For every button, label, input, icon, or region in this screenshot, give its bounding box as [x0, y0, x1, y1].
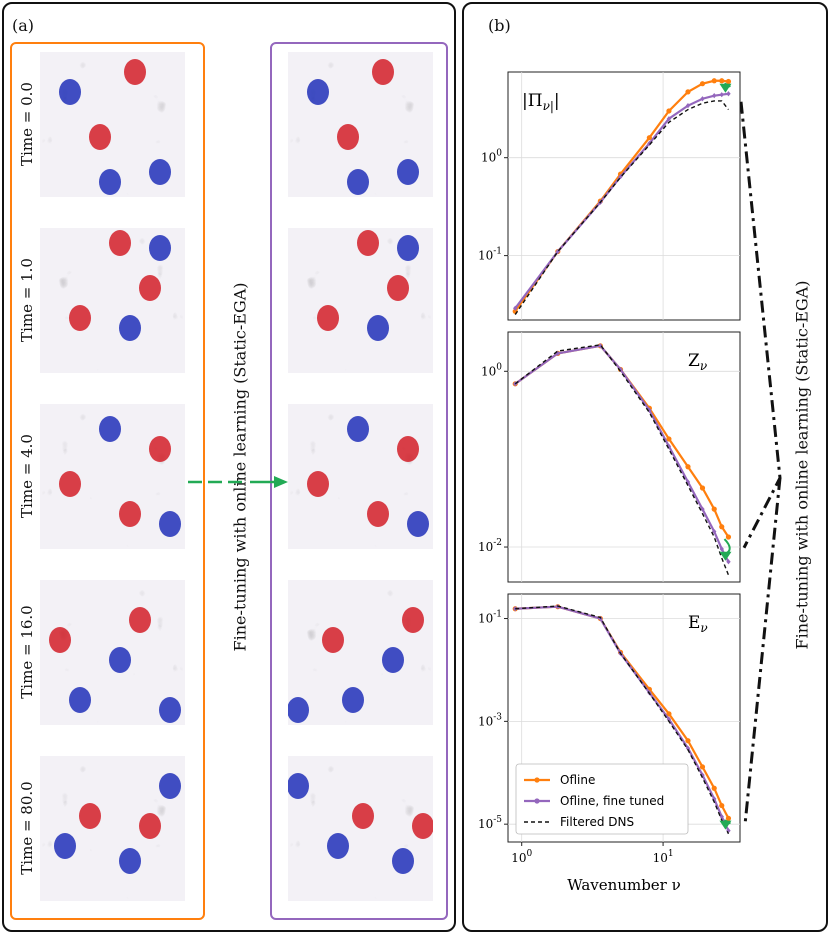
y-tick-label: 10-1 [478, 610, 502, 626]
legend-label: Filtered DNS [560, 815, 634, 829]
legend-marker [534, 798, 539, 803]
data-point [726, 816, 731, 821]
x-axis-label: Wavenumber ν [567, 876, 681, 894]
spectra-charts: 10-1100|Πν||10-2100 Zν10-510-310-1 Eν100 10… [0, 0, 830, 936]
data-point [712, 786, 717, 791]
x-tick-label: 101 [653, 849, 674, 865]
connector-line [741, 102, 780, 548]
chart-1: 10-1 100 |Πν|| [478, 72, 740, 320]
legend-label: Ofline, fine tuned [560, 794, 664, 808]
data-point [712, 78, 717, 83]
x-tick-label: 100 [511, 849, 532, 865]
data-point [700, 764, 705, 769]
legend-marker [534, 777, 539, 782]
y-tick-label: 10-1 [478, 247, 502, 263]
data-point [685, 738, 690, 743]
chart-title: |Πν|| [522, 91, 560, 113]
data-point [685, 89, 690, 94]
y-tick-label: 10-2 [478, 538, 502, 554]
connector-line [745, 478, 780, 825]
data-point [712, 507, 717, 512]
data-point [719, 78, 724, 83]
legend-label: Ofline [560, 773, 595, 787]
data-point [726, 79, 731, 84]
data-point [700, 485, 705, 490]
data-point [726, 534, 731, 539]
legend: Ofline Ofline, fine tuned Filtered DNS [516, 764, 688, 834]
y-tick-label: 100 [481, 362, 502, 378]
data-point [685, 464, 690, 469]
data-point [700, 81, 705, 86]
data-point [719, 524, 724, 529]
y-tick-label: 100 [481, 149, 502, 165]
data-point [719, 803, 724, 808]
y-tick-label: 10-5 [478, 815, 502, 831]
y-tick-label: 10-3 [478, 712, 502, 728]
data-point [666, 108, 671, 113]
